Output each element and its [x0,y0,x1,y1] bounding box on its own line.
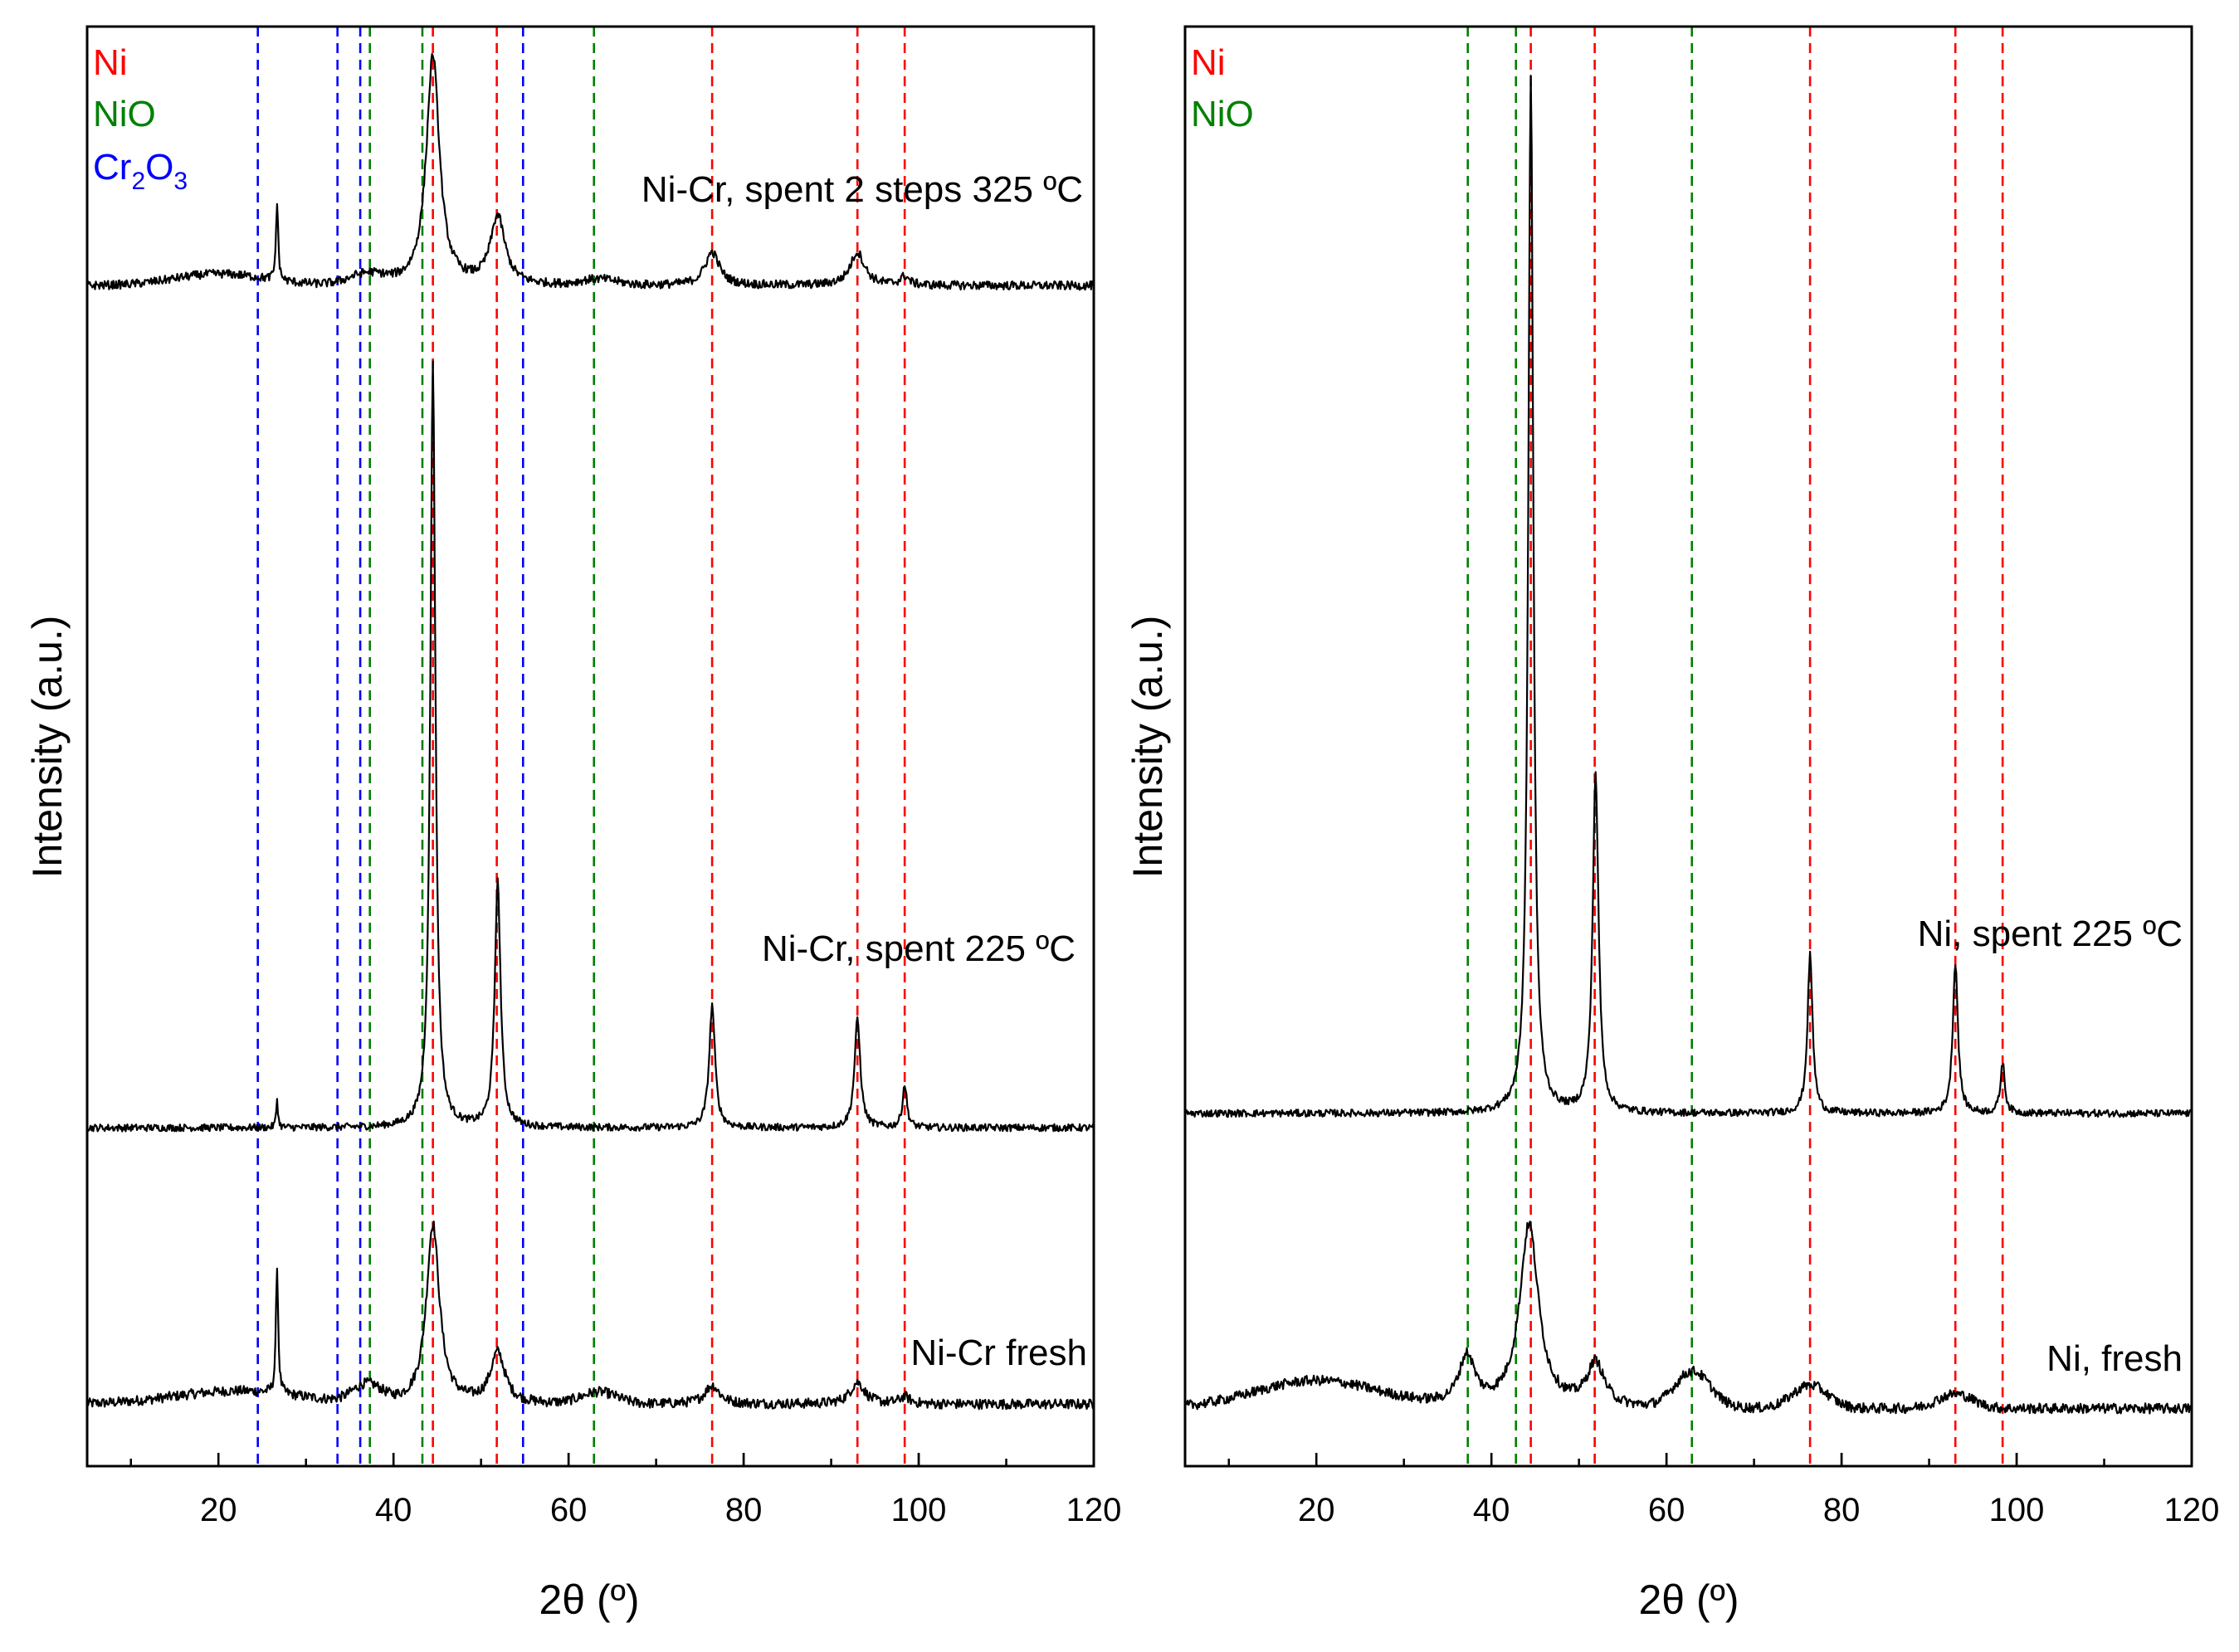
left-legend: Ni NiO Cr2O3 [93,42,188,195]
label-nicr-spent-325: Ni-Cr, spent 2 steps 325 ºC [641,169,1083,210]
x-tick-label-120: 120 [2164,1492,2220,1528]
cr2o3-sub-2: 2 [131,168,145,195]
right-legend: Ni NiO [1191,42,1254,134]
x-tick-label-20: 20 [200,1492,237,1528]
x-tick-label-20: 20 [1298,1492,1335,1528]
right-series [1184,74,2193,1415]
right-legend-nio: NiO [1191,94,1254,134]
right-y-axis-title: Intensity (a.u.) [1124,616,1171,879]
x-tick-label-80: 80 [1823,1492,1861,1528]
label-ni-fresh: Ni, fresh [2046,1338,2183,1379]
left-reference-lines [256,27,906,1466]
left-x-tick-labels: 20 40 60 80 100 120 [200,1492,1121,1528]
series-1-1 [1184,74,2193,1118]
series-1-0 [1184,1221,2193,1415]
left-legend-nio: NiO [93,94,156,134]
right-plot-frame [1183,25,2193,1468]
x-tick-label-40: 40 [1473,1492,1510,1528]
left-x-axis-title: 2θ (º) [539,1576,639,1623]
left-series [85,52,1095,1411]
x-tick-label-40: 40 [375,1492,412,1528]
cr2o3-sub-3: 3 [173,168,188,195]
left-y-axis-title: Intensity (a.u.) [24,616,71,879]
label-ni-spent-225: Ni, spent 225 ºC [1918,914,2183,954]
right-x-tick-labels: 20 40 60 80 100 120 [1298,1492,2219,1528]
series-0-1 [86,360,1095,1133]
series-0-2 [85,52,1095,291]
left-plot-frame [85,25,1095,1468]
left-legend-cr2o3: Cr2O3 [93,147,188,195]
x-tick-label-120: 120 [1066,1492,1122,1528]
right-legend-ni: Ni [1191,42,1226,83]
left-legend-ni: Ni [93,42,128,83]
left-panel: 20 40 60 80 100 120 2θ (º) Intensity (a.u.) N… [24,25,1121,1623]
series-0-0 [85,1220,1095,1411]
x-tick-label-80: 80 [725,1492,763,1528]
cr2o3-part-cr: Cr [93,147,131,188]
x-tick-label-60: 60 [1648,1492,1685,1528]
right-x-axis-title: 2θ (º) [1638,1576,1739,1623]
right-reference-lines [1466,27,2004,1466]
right-panel: 20 40 60 80 100 120 2θ (º) Intensity (a.u.) N… [1124,25,2219,1623]
right-x-ticks [1227,1453,2193,1466]
left-x-ticks [129,1453,1095,1466]
cr2o3-part-o: O [145,147,173,188]
x-tick-label-100: 100 [1989,1492,2045,1528]
x-tick-label-60: 60 [550,1492,588,1528]
x-tick-label-100: 100 [891,1492,947,1528]
label-nicr-spent-225: Ni-Cr, spent 225 ºC [762,928,1076,969]
label-nicr-fresh: Ni-Cr fresh [910,1333,1087,1373]
